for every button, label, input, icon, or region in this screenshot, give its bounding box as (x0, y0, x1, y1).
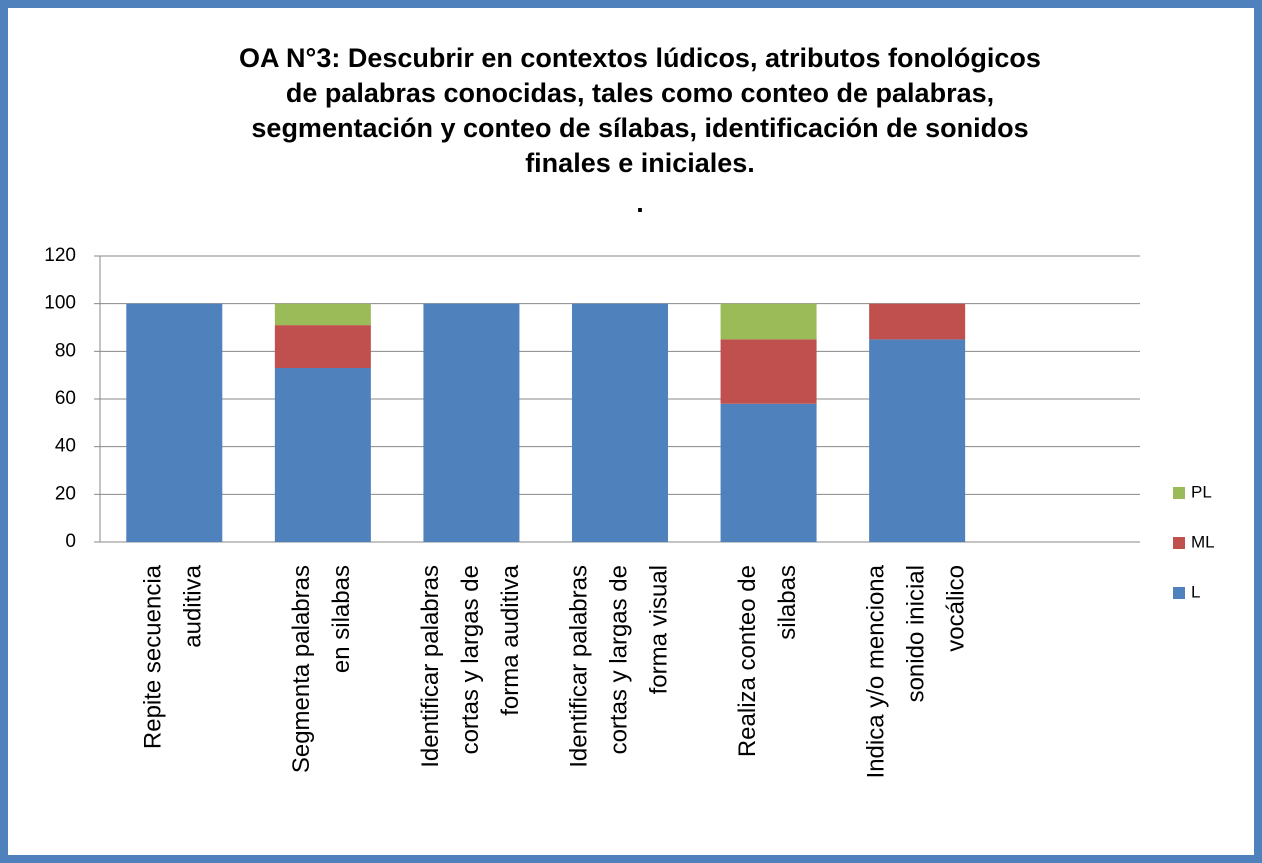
x-tick-label: Identificar palabras (565, 565, 592, 768)
y-tick-label: 80 (55, 340, 76, 361)
legend-label: PL (1191, 482, 1212, 501)
x-tick-label: auditiva (180, 564, 207, 647)
bar-segment (869, 303, 966, 340)
legend-swatch (1173, 487, 1185, 499)
legend-label: L (1191, 582, 1200, 601)
bar-segment (274, 368, 371, 542)
x-tick-label: en silabas (328, 565, 355, 673)
bar-segment (869, 339, 966, 542)
chart-title: finales e iniciales. (525, 148, 755, 178)
x-tick-label: forma visual (645, 565, 672, 694)
chart-title: de palabras conocidas, tales como conteo… (286, 78, 994, 108)
y-tick-label: 40 (55, 436, 76, 457)
bar-segment (274, 325, 371, 369)
bar-segment (720, 303, 817, 340)
x-tick-label: Segmenta palabras (288, 565, 315, 773)
x-tick-label: Identificar palabras (417, 565, 444, 768)
chart-subtitle: . (636, 188, 644, 218)
legend-swatch (1173, 537, 1185, 549)
bar-segment (572, 303, 668, 542)
x-tick-label: forma auditiva (497, 564, 524, 715)
y-tick-label: 0 (65, 531, 76, 552)
y-tick-label: 100 (44, 293, 76, 314)
x-tick-label: sonido inicial (902, 565, 929, 702)
legend-label: ML (1191, 532, 1215, 551)
x-tick-label: vocálico (942, 565, 969, 652)
bar-segment (274, 303, 371, 326)
x-tick-label: Repite secuencia (140, 564, 167, 749)
x-tick-label: cortas y largas de (605, 565, 632, 754)
legend-swatch (1173, 587, 1185, 599)
x-tick-label: silabas (774, 565, 801, 640)
chart-title: OA N°3: Descubrir en contextos lúdicos, … (239, 43, 1041, 73)
chart-title: segmentación y conteo de sílabas, identi… (251, 113, 1028, 143)
x-tick-label: cortas y largas de (457, 565, 484, 754)
bar-segment (720, 339, 817, 404)
bar-segment (423, 303, 520, 542)
x-tick-label: Realiza conteo de (734, 565, 761, 757)
x-tick-label: Indica y/o menciona (862, 564, 889, 778)
y-tick-label: 20 (55, 483, 76, 504)
bar-segment (126, 303, 223, 542)
y-tick-label: 60 (55, 388, 76, 409)
y-tick-label: 120 (44, 245, 76, 266)
bar-segment (720, 403, 817, 542)
